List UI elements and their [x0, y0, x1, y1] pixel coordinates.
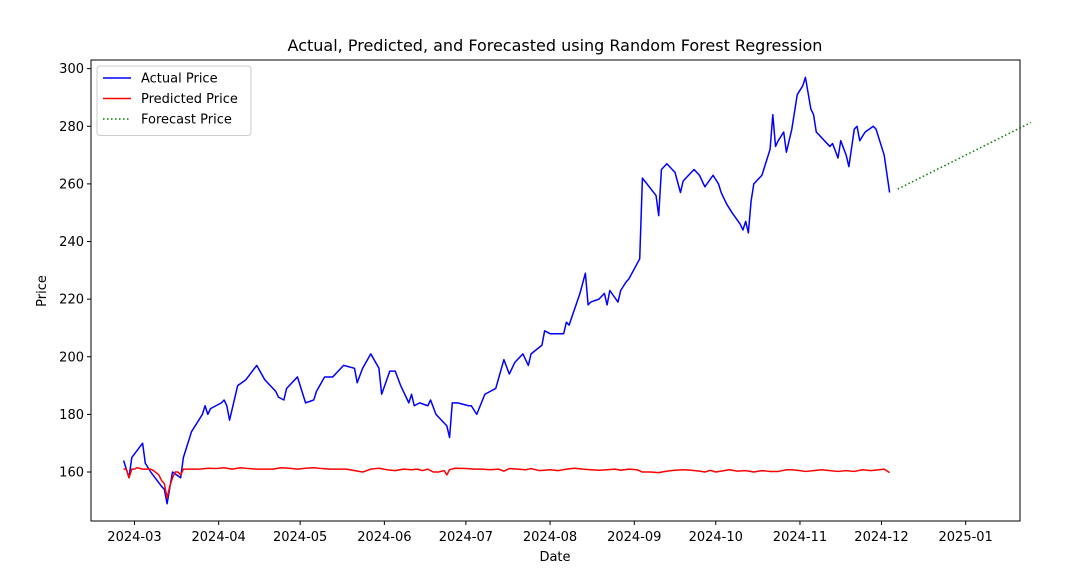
x-tick-label: 2024-03 [107, 530, 161, 545]
y-tick-label: 200 [59, 350, 84, 365]
x-tick-label: 2024-07 [439, 530, 493, 545]
legend-label: Predicted Price [141, 92, 238, 107]
legend-label: Forecast Price [141, 113, 232, 128]
y-tick-label: 240 [59, 235, 84, 250]
x-axis-label: Date [539, 550, 570, 565]
y-tick-label: 300 [59, 62, 84, 77]
x-tick-label: 2025-01 [939, 530, 993, 545]
x-tick-label: 2024-10 [689, 530, 743, 545]
axis-ticks: 2024-03 2024-04 2024-05 2024-06 2024-07 2024-… [59, 62, 993, 545]
series-line-predicted-price [123, 466, 891, 499]
x-tick-label: 2024-06 [357, 530, 411, 545]
legend: Actual Price Predicted Price Forecast Pric… [96, 65, 252, 136]
plot-frame [90, 59, 1021, 522]
x-tick-label: 2024-05 [273, 530, 327, 545]
series-line-forecast-price [897, 121, 1032, 190]
y-tick-label: 220 [59, 293, 84, 308]
legend-box [96, 65, 252, 136]
y-tick-label: 180 [59, 408, 84, 423]
x-tick-label: 2024-11 [773, 530, 827, 545]
plot-lines [122, 76, 1032, 505]
y-tick-label: 260 [59, 177, 84, 192]
x-tick-label: 2024-04 [192, 530, 246, 545]
x-tick-label: 2024-08 [523, 530, 577, 545]
x-tick-label: 2024-09 [607, 530, 661, 545]
y-tick-label: 160 [59, 466, 84, 481]
legend-label: Actual Price [141, 72, 218, 87]
y-axis-label: Price [35, 275, 50, 307]
x-tick-label: 2024-12 [854, 530, 908, 545]
series-line-actual-price [122, 76, 891, 505]
chart-title: Actual, Predicted, and Forecasted using … [288, 36, 823, 55]
y-tick-label: 280 [59, 120, 84, 135]
